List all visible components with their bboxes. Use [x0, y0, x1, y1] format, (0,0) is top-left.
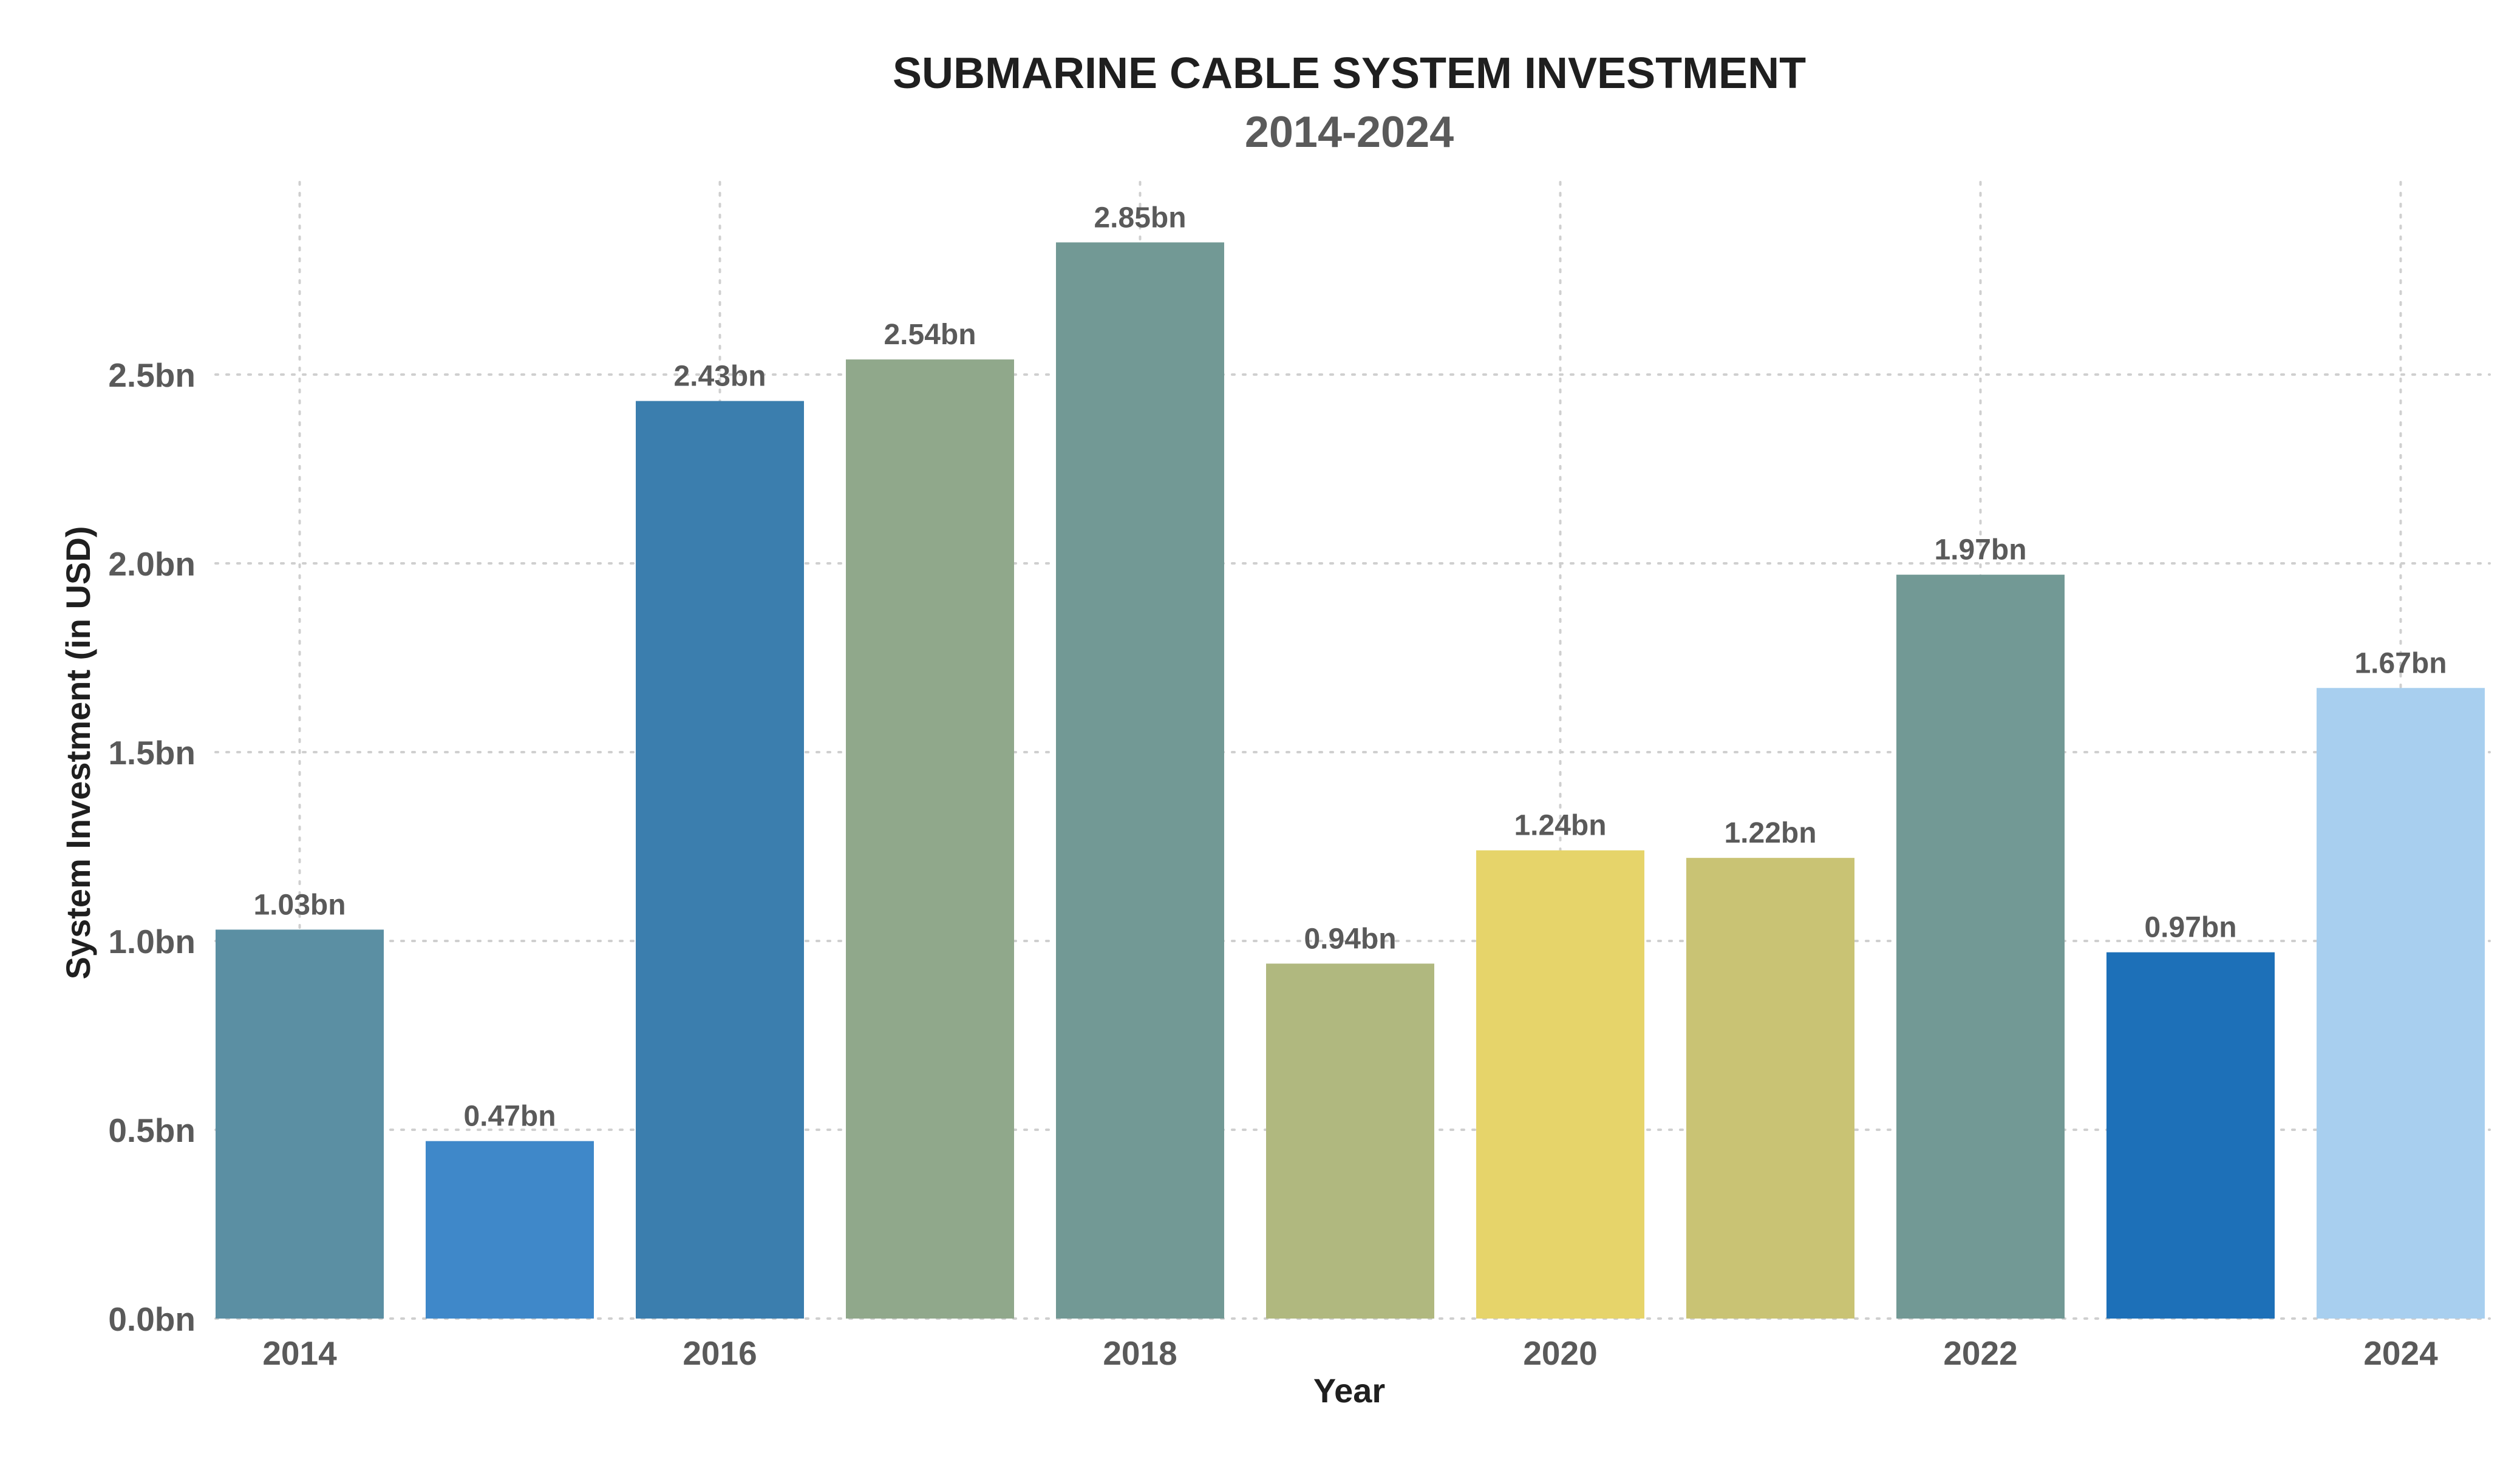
- data-label: 2.54bn: [884, 319, 976, 351]
- x-axis-label: Year: [1313, 1371, 1385, 1410]
- bar-2021: [1686, 858, 1854, 1319]
- data-label: 1.97bn: [1934, 534, 2026, 566]
- data-label: 1.03bn: [253, 889, 346, 921]
- bar-2019: [1266, 963, 1434, 1319]
- y-axis-label: System Investment (in USD): [59, 526, 97, 980]
- chart-title: SUBMARINE CABLE SYSTEM INVESTMENT: [893, 49, 1806, 98]
- y-tick-label: 2.0bn: [108, 545, 196, 583]
- x-tick-label: 2024: [2363, 1334, 2438, 1372]
- x-axis-ticks: 2014 2016 2018 2020 2022 2024: [262, 1334, 2438, 1372]
- bars: [216, 242, 2485, 1319]
- bar-2024: [2317, 688, 2485, 1319]
- x-tick-label: 2022: [1943, 1334, 2017, 1372]
- y-axis-ticks: 0.0bn 0.5bn 1.0bn 1.5bn 2.0bn 2.5bn: [108, 356, 196, 1338]
- data-label: 1.22bn: [1724, 817, 1816, 849]
- bar-2020: [1476, 850, 1644, 1319]
- bar-2014: [216, 929, 384, 1319]
- bar-2022: [1896, 574, 2065, 1319]
- bar-2015: [426, 1141, 594, 1319]
- data-label: 2.85bn: [1094, 202, 1186, 234]
- y-tick-label: 0.5bn: [108, 1112, 196, 1149]
- data-label: 2.43bn: [673, 361, 766, 393]
- y-tick-label: 1.5bn: [108, 734, 196, 772]
- bar-2016: [636, 401, 804, 1319]
- x-tick-label: 2016: [683, 1334, 757, 1372]
- x-tick-label: 2014: [262, 1334, 337, 1372]
- data-label: 0.47bn: [463, 1101, 556, 1133]
- data-label: 0.94bn: [1304, 923, 1396, 955]
- y-tick-label: 0.0bn: [108, 1300, 196, 1338]
- x-tick-label: 2018: [1103, 1334, 1177, 1372]
- data-label: 1.67bn: [2354, 647, 2447, 679]
- y-tick-label: 2.5bn: [108, 356, 196, 394]
- data-label: 0.97bn: [2144, 912, 2236, 944]
- bar-2017: [846, 359, 1014, 1319]
- data-labels: 1.03bn 0.47bn 2.43bn 2.54bn 2.85bn 0.94bn 1.24…: [253, 202, 2447, 1132]
- x-tick-label: 2020: [1523, 1334, 1597, 1372]
- bar-2018: [1056, 242, 1224, 1319]
- data-label: 1.24bn: [1514, 810, 1606, 842]
- chart-subtitle: 2014-2024: [1245, 108, 1454, 157]
- bar-2023: [2106, 952, 2275, 1319]
- y-tick-label: 1.0bn: [108, 923, 196, 960]
